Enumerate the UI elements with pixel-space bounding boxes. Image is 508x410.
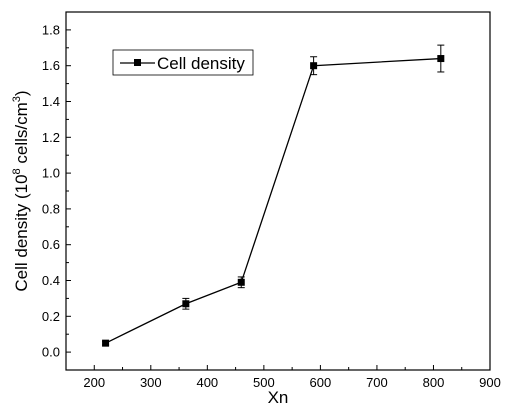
x-tick-label: 900 — [479, 375, 501, 390]
x-tick-label: 700 — [366, 375, 388, 390]
x-axis-title: Xn — [268, 388, 289, 407]
y-axis-title-mid: cells/cm — [12, 102, 31, 168]
y-tick-label: 0.6 — [42, 237, 60, 252]
legend: Cell density — [112, 49, 254, 76]
data-point-marker — [310, 62, 318, 70]
x-tick-label: 400 — [196, 375, 218, 390]
y-tick-label: 0.0 — [42, 345, 60, 360]
y-axis-ticks: 0.0 0.2 0.4 0.6 0.8 1.0 1.2 1.4 1.6 1.8 — [42, 22, 71, 360]
x-tick-label: 500 — [253, 375, 275, 390]
y-tick-label: 1.2 — [42, 130, 60, 145]
y-tick-label: 1.8 — [42, 22, 60, 37]
y-tick-label: 1.0 — [42, 166, 60, 181]
x-tick-label: 800 — [423, 375, 445, 390]
y-axis-title: Cell density (108 cells/cm3) — [11, 90, 31, 291]
series-layer — [102, 44, 445, 347]
y-tick-label: 1.6 — [42, 58, 60, 73]
y-tick-label: 0.4 — [42, 273, 60, 288]
y-axis-title-sup: 8 — [11, 168, 23, 174]
y-axis-title-sup2: 3 — [11, 96, 23, 102]
data-point-marker — [437, 55, 445, 63]
data-point-marker — [102, 339, 110, 347]
x-axis-ticks: 200 300 400 500 600 700 800 900 — [83, 365, 501, 390]
series-line — [105, 57, 441, 344]
x-tick-label: 300 — [140, 375, 162, 390]
y-tick-label: 1.4 — [42, 94, 60, 109]
y-axis-title-pre: Cell density (10 — [12, 174, 31, 291]
y-tick-label: 0.2 — [42, 309, 60, 324]
legend-label: Cell density — [157, 54, 245, 73]
legend-marker — [134, 59, 141, 66]
data-point-marker — [237, 278, 245, 286]
y-axis-title-post: ) — [12, 90, 31, 96]
data-point-marker — [182, 300, 190, 308]
y-tick-label: 0.8 — [42, 201, 60, 216]
x-tick-label: 200 — [83, 375, 105, 390]
x-tick-label: 600 — [310, 375, 332, 390]
